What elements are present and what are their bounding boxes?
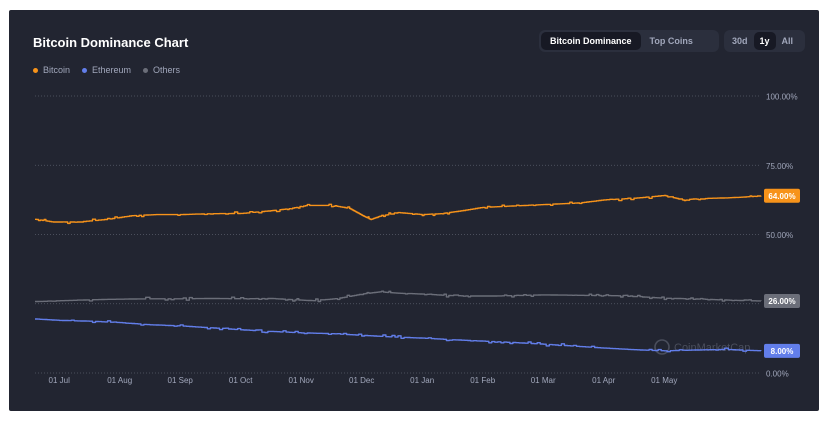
legend-dot-others [143, 67, 149, 73]
range-toggle: 30d 1y All [724, 30, 805, 52]
x-tick-label: 01 Sep [168, 376, 194, 385]
x-tick-label: 01 Jul [49, 376, 71, 385]
legend-label-bitcoin: Bitcoin [43, 65, 71, 75]
legend-label-ethereum: Ethereum [92, 65, 132, 75]
x-tick-label: 01 Apr [592, 376, 615, 385]
x-tick-label: 01 May [651, 376, 677, 385]
range-30d-button[interactable]: 30d [732, 36, 748, 46]
current-value-badge-others [764, 293, 800, 308]
y-tick-label: 0.00% [766, 370, 789, 379]
chart-title: Bitcoin Dominance Chart [33, 35, 189, 50]
watermark: CoinMarketCap [654, 339, 750, 355]
x-tick-label: 01 Feb [470, 376, 495, 385]
y-tick-label: 100.00% [766, 93, 798, 102]
series-line-others [35, 290, 762, 303]
legend-label-others: Others [153, 65, 181, 75]
legend-item-others[interactable]: Others [143, 65, 180, 75]
range-all-button[interactable]: All [781, 36, 794, 46]
view-toggle: Bitcoin Dominance Top Coins [539, 30, 719, 52]
dominance-line-chart[interactable]: CoinMarketCap0.00%25.00%50.00%75.00%100.… [9, 10, 819, 411]
watermark-text: CoinMarketCap [674, 342, 750, 354]
y-tick-label: 75.00% [766, 162, 793, 171]
x-tick-label: 01 Dec [349, 376, 374, 385]
series-line-ethereum [35, 318, 762, 353]
legend-dot-bitcoin [33, 67, 38, 73]
range-1y-button[interactable]: 1y [753, 32, 776, 50]
legend-item-bitcoin[interactable]: Bitcoin [33, 65, 70, 75]
y-tick-label: 50.00% [766, 231, 793, 240]
legend: Bitcoin Ethereum Others [33, 65, 180, 75]
current-value-badge-ethereum [764, 343, 800, 358]
tab-top-coins[interactable]: Top Coins [649, 36, 693, 46]
x-tick-label: 01 Oct [229, 376, 253, 385]
current-value-label-ethereum: 8.00% [771, 347, 794, 356]
legend-item-ethereum[interactable]: Ethereum [82, 65, 131, 75]
x-tick-label: 01 Jan [410, 376, 434, 385]
current-value-label-others: 26.00% [768, 297, 795, 306]
series-line-bitcoin [35, 194, 762, 225]
x-tick-label: 01 Nov [289, 376, 314, 385]
current-value-label-bitcoin: 64.00% [768, 192, 795, 201]
tab-bitcoin-dominance[interactable]: Bitcoin Dominance [541, 32, 641, 50]
legend-dot-ethereum [82, 67, 88, 73]
x-tick-label: 01 Aug [107, 376, 132, 385]
current-value-badge-bitcoin [764, 188, 800, 203]
coinmarketcap-logo-icon [654, 339, 670, 355]
chart-card: Bitcoin Dominance Chart Bitcoin Ethereum… [9, 10, 819, 411]
x-tick-label: 01 Mar [531, 376, 556, 385]
